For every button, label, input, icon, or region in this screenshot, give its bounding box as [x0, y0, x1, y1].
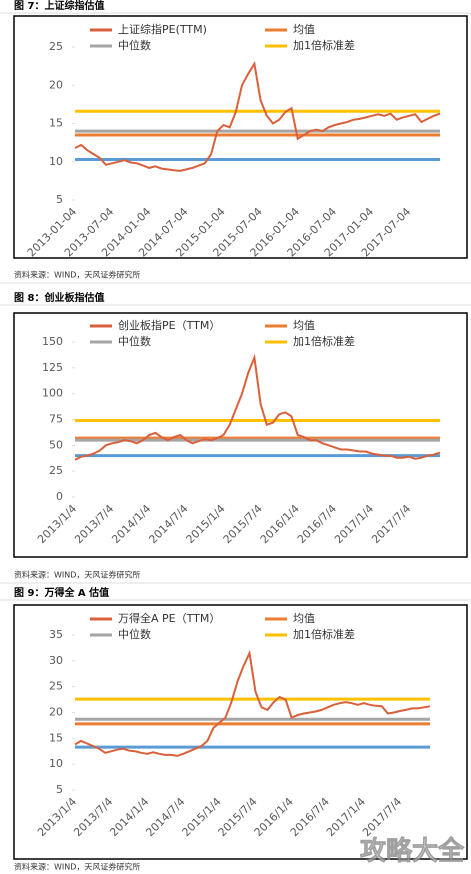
- x-tick-label: 2014/7/4: [146, 502, 190, 546]
- x-tick-label: 2013/7/4: [72, 502, 116, 546]
- y-tick-label: 150: [42, 335, 63, 348]
- y-tick-label: 0: [56, 490, 63, 503]
- x-tick-label: 2014/1/4: [109, 502, 153, 546]
- legend-label: 中位数: [118, 627, 151, 641]
- x-tick-label: 2015/7/4: [221, 502, 265, 546]
- source: 资料来源：WIND，天风证券研究所: [14, 270, 140, 280]
- y-tick-label: 5: [56, 783, 63, 796]
- caption: 图 9：万得全 A 估值: [14, 586, 109, 599]
- y-tick-label: 30: [49, 654, 63, 667]
- y-tick-label: 5: [56, 193, 63, 206]
- y-tick-label: 15: [49, 731, 63, 744]
- y-tick-label: 25: [49, 40, 63, 53]
- y-tick-label: 20: [49, 78, 63, 91]
- legend-label: 均值: [293, 612, 315, 625]
- x-tick-label: 2017/1/4: [332, 502, 376, 546]
- y-tick-label: 75: [49, 413, 63, 426]
- x-tick-label: 2015/1/4: [184, 502, 228, 546]
- source: 资料来源：WIND，天风证券研究所: [14, 862, 140, 872]
- legend-label: 加1倍标准差: [293, 334, 355, 348]
- legend-label: 上证综指PE(TTM): [118, 22, 207, 36]
- y-tick-label: 35: [49, 628, 63, 641]
- y-tick-label: 10: [49, 757, 63, 770]
- chart-frame: [13, 312, 468, 558]
- x-tick-label: 2017/7/4: [369, 502, 413, 546]
- x-tick-label: 2016/1/4: [258, 502, 302, 546]
- chart-frame: [13, 604, 468, 860]
- legend-label: 中位数: [118, 334, 151, 348]
- caption: 图 7：上证综指估值: [14, 0, 104, 12]
- y-tick-label: 50: [49, 438, 63, 451]
- legend-label: 均值: [293, 319, 315, 332]
- pe-line: [74, 61, 441, 172]
- y-tick-label: 25: [49, 680, 63, 693]
- chart-frame: [13, 15, 468, 259]
- legend-label: 加1倍标准差: [293, 38, 355, 52]
- caption: 图 8：创业板指估值: [14, 291, 104, 304]
- legend-label: 创业板指PE（TTM）: [118, 318, 220, 332]
- y-tick-label: 125: [42, 361, 63, 374]
- legend-label: 中位数: [118, 38, 151, 52]
- x-tick-label: 2013/1/4: [35, 502, 79, 546]
- y-tick-label: 100: [42, 387, 63, 400]
- legend-label: 万得全A PE（TTM）: [118, 611, 220, 625]
- y-tick-label: 25: [49, 464, 63, 477]
- x-tick-label: 2017/7/4: [360, 795, 404, 839]
- y-tick-label: 15: [49, 117, 63, 130]
- y-tick-label: 20: [49, 706, 63, 719]
- watermark: 攻略大全: [360, 836, 465, 867]
- legend-label: 加1倍标准差: [293, 627, 355, 641]
- x-tick-label: 2016/7/4: [295, 502, 339, 546]
- source: 资料来源：WIND，天风证券研究所: [14, 570, 140, 580]
- y-tick-label: 10: [49, 155, 63, 168]
- pe-line: [74, 649, 431, 757]
- legend-label: 均值: [293, 23, 315, 36]
- pe-line: [74, 353, 441, 461]
